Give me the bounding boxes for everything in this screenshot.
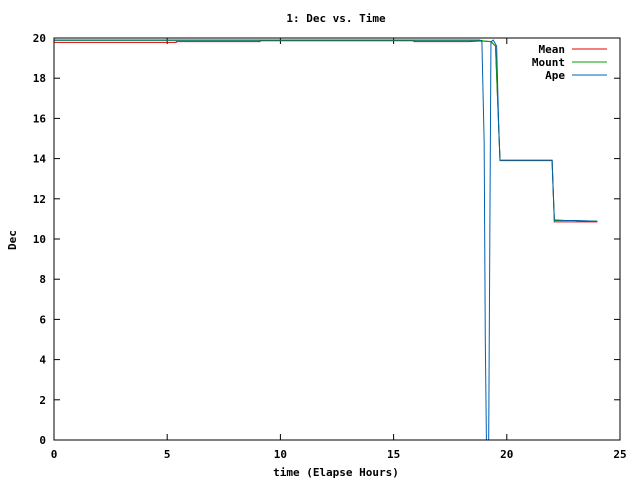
x-tick-label: 0 — [51, 448, 58, 461]
plot-frame — [53, 37, 621, 441]
y-tick-label: 4 — [39, 354, 46, 367]
series-line-mount — [54, 39, 598, 222]
legend-label-mount: Mount — [532, 56, 565, 69]
y-tick-label: 10 — [33, 233, 46, 246]
series-line-ape — [54, 39, 598, 441]
chart-title: 1: Dec vs. Time — [286, 12, 386, 25]
y-tick-label: 6 — [39, 313, 46, 326]
legend-label-ape: Ape — [545, 69, 565, 82]
y-tick-label: 18 — [33, 72, 46, 85]
x-tick-label: 10 — [274, 448, 287, 461]
y-tick-label: 8 — [39, 273, 46, 286]
y-tick-label: 12 — [33, 193, 46, 206]
y-tick-label: 20 — [33, 32, 46, 45]
axis-ticks: 0 5 10 15 20 25 0 2 4 6 8 10 12 14 16 18 20 — [33, 32, 627, 461]
y-tick-label: 14 — [33, 153, 47, 166]
x-tick-label: 15 — [387, 448, 400, 461]
x-axis-label: time (Elapse Hours) — [273, 466, 399, 479]
series-line-mean — [54, 40, 598, 223]
y-tick-label: 2 — [39, 394, 46, 407]
y-axis-label: Dec — [6, 230, 19, 250]
legend-label-mean: Mean — [539, 43, 566, 56]
x-tick-label: 5 — [164, 448, 171, 461]
y-tick-label: 0 — [39, 434, 46, 447]
y-tick-label: 16 — [33, 112, 47, 125]
x-tick-label: 20 — [500, 448, 513, 461]
series-layer — [54, 39, 598, 441]
x-tick-label: 25 — [613, 448, 626, 461]
